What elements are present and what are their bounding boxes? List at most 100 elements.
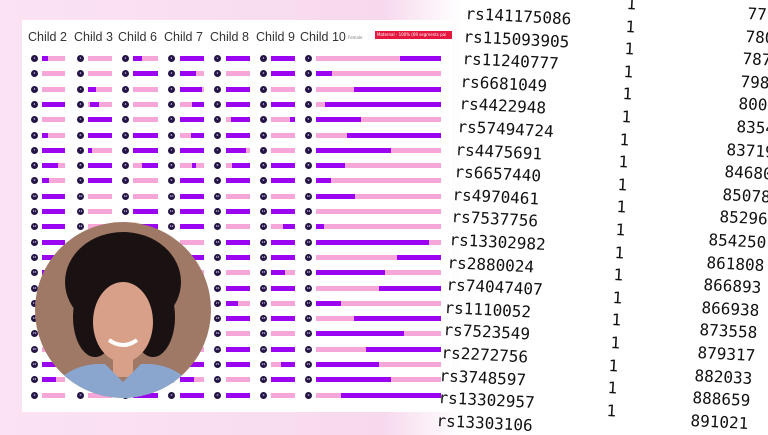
chromosome-bar[interactable]	[42, 56, 65, 61]
chromosome-bar[interactable]	[316, 285, 441, 291]
chromosome-bar[interactable]	[271, 56, 295, 61]
chromosome-bar[interactable]	[271, 285, 295, 291]
chromosome-bar[interactable]	[42, 132, 65, 138]
chromosome-bar[interactable]	[226, 285, 250, 291]
chromosome-bar[interactable]	[271, 224, 295, 230]
chromosome-bar[interactable]	[42, 193, 65, 199]
chromosome-bar[interactable]	[42, 392, 65, 398]
chromosome-bar[interactable]	[226, 71, 250, 77]
chromosome-bar[interactable]	[271, 392, 295, 398]
chromosome-bar[interactable]	[226, 56, 250, 61]
chromosome-bar[interactable]	[316, 193, 441, 199]
chromosome-bar[interactable]	[226, 346, 250, 352]
chromosome-bar[interactable]	[271, 377, 295, 383]
chromosome-bar[interactable]	[226, 362, 250, 367]
chromosome-bar[interactable]	[133, 178, 158, 184]
chromosome-bar[interactable]	[226, 117, 250, 123]
chromosome-bar[interactable]	[226, 178, 250, 184]
chromosome-bar[interactable]	[316, 132, 441, 138]
chromosome-bar[interactable]	[133, 56, 158, 61]
chromosome-bar[interactable]	[271, 209, 295, 214]
chromosome-bar[interactable]	[226, 224, 250, 230]
chromosome-bar[interactable]	[180, 101, 204, 107]
chromosome-bar[interactable]	[42, 101, 65, 107]
chromosome-bar[interactable]	[271, 117, 295, 123]
chromosome-bar[interactable]	[226, 300, 250, 306]
chromosome-bar[interactable]	[271, 71, 295, 77]
chromosome-bar[interactable]	[316, 270, 441, 276]
chromosome-bar[interactable]	[316, 392, 441, 398]
chromosome-bar[interactable]	[88, 132, 112, 138]
chromosome-bar[interactable]	[180, 178, 204, 184]
chromosome-bar[interactable]	[316, 224, 441, 230]
chromosome-bar[interactable]	[226, 254, 250, 260]
chromosome-bar[interactable]	[42, 86, 65, 92]
chromosome-bar[interactable]	[226, 132, 250, 138]
chromosome-bar[interactable]	[133, 71, 158, 77]
chromosome-bar[interactable]	[271, 239, 295, 245]
chromosome-bar[interactable]	[133, 86, 158, 92]
chromosome-bar[interactable]	[316, 254, 441, 260]
chromosome-bar[interactable]	[133, 101, 158, 107]
chromosome-bar[interactable]	[180, 224, 204, 230]
chromosome-bar[interactable]	[88, 71, 112, 77]
chromosome-bar[interactable]	[271, 101, 295, 107]
chromosome-bar[interactable]	[316, 56, 441, 61]
chromosome-bar[interactable]	[88, 56, 112, 61]
chromosome-bar[interactable]	[226, 101, 250, 107]
chromosome-bar[interactable]	[316, 239, 441, 245]
chromosome-bar[interactable]	[316, 346, 441, 352]
chromosome-bar[interactable]	[226, 239, 250, 245]
chromosome-bar[interactable]	[88, 117, 112, 123]
chromosome-bar[interactable]	[42, 224, 65, 230]
chromosome-bar[interactable]	[180, 132, 204, 138]
chromosome-bar[interactable]	[316, 71, 441, 77]
chromosome-bar[interactable]	[133, 132, 158, 138]
chromosome-bar[interactable]	[42, 178, 65, 184]
chromosome-bar[interactable]	[133, 117, 158, 123]
chromosome-bar[interactable]	[271, 316, 295, 322]
chromosome-bar[interactable]	[88, 101, 112, 107]
chromosome-bar[interactable]	[226, 377, 250, 383]
chromosome-bar[interactable]	[271, 193, 295, 199]
chromosome-bar[interactable]	[271, 86, 295, 92]
chromosome-bar[interactable]	[180, 71, 204, 77]
chromosome-bar[interactable]	[271, 254, 295, 260]
chromosome-bar[interactable]	[133, 147, 158, 153]
chromosome-bar[interactable]	[88, 193, 112, 199]
chromosome-bar[interactable]	[316, 117, 441, 123]
chromosome-bar[interactable]	[42, 147, 65, 153]
chromosome-bar[interactable]	[226, 86, 250, 92]
chromosome-bar[interactable]	[42, 117, 65, 123]
chromosome-bar[interactable]	[226, 392, 250, 398]
chromosome-bar[interactable]	[180, 163, 204, 169]
chromosome-bar[interactable]	[88, 147, 112, 153]
chromosome-bar[interactable]	[226, 147, 250, 153]
chromosome-bar[interactable]	[226, 193, 250, 199]
chromosome-bar[interactable]	[271, 331, 295, 337]
chromosome-bar[interactable]	[226, 331, 250, 337]
chromosome-bar[interactable]	[180, 147, 204, 153]
chromosome-bar[interactable]	[271, 178, 295, 184]
chromosome-bar[interactable]	[180, 239, 204, 245]
chromosome-bar[interactable]	[180, 86, 204, 92]
chromosome-bar[interactable]	[226, 209, 250, 214]
chromosome-bar[interactable]	[180, 392, 204, 398]
chromosome-bar[interactable]	[180, 209, 204, 214]
chromosome-bar[interactable]	[316, 147, 441, 153]
chromosome-bar[interactable]	[226, 163, 250, 169]
chromosome-bar[interactable]	[316, 300, 441, 306]
chromosome-bar[interactable]	[133, 163, 158, 169]
chromosome-bar[interactable]	[88, 209, 112, 214]
chromosome-bar[interactable]	[316, 362, 441, 367]
chromosome-bar[interactable]	[316, 163, 441, 169]
chromosome-bar[interactable]	[180, 377, 204, 383]
chromosome-bar[interactable]	[271, 346, 295, 352]
chromosome-bar[interactable]	[42, 71, 65, 77]
chromosome-bar[interactable]	[88, 178, 112, 184]
chromosome-bar[interactable]	[133, 209, 158, 214]
chromosome-bar[interactable]	[88, 163, 112, 169]
chromosome-bar[interactable]	[271, 163, 295, 169]
chromosome-bar[interactable]	[271, 362, 295, 367]
chromosome-bar[interactable]	[316, 178, 441, 184]
